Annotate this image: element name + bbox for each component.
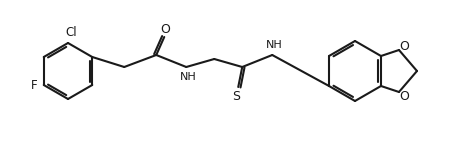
Text: S: S bbox=[232, 90, 240, 103]
Text: NH: NH bbox=[264, 39, 285, 52]
Text: Cl: Cl bbox=[65, 26, 77, 39]
Text: O: O bbox=[159, 22, 171, 36]
Text: O: O bbox=[398, 89, 410, 103]
Text: O: O bbox=[399, 39, 409, 52]
Text: F: F bbox=[29, 78, 38, 91]
Text: Cl: Cl bbox=[64, 26, 78, 39]
Text: NH: NH bbox=[180, 72, 197, 82]
Text: NH: NH bbox=[178, 71, 198, 84]
Text: NH: NH bbox=[266, 40, 283, 50]
Text: O: O bbox=[399, 90, 409, 103]
Text: O: O bbox=[160, 22, 170, 35]
Text: F: F bbox=[30, 78, 37, 91]
Text: S: S bbox=[231, 89, 241, 103]
Text: O: O bbox=[398, 39, 410, 53]
